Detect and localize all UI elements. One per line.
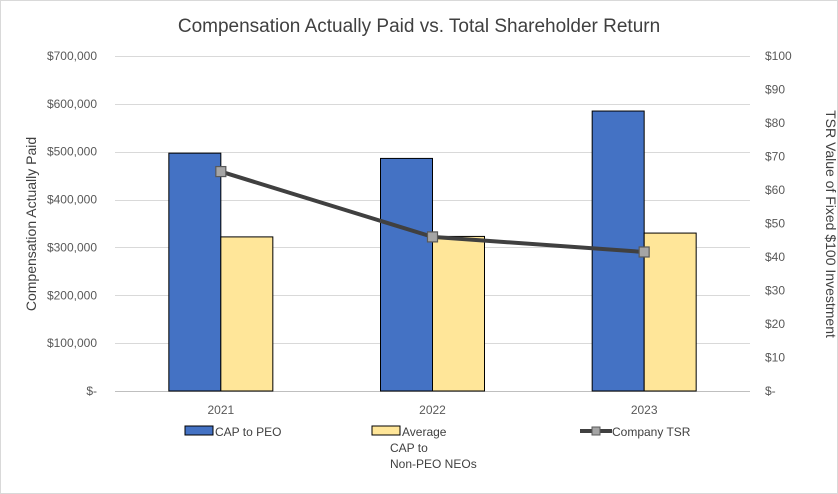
bars (168, 110, 697, 392)
tsr-marker (638, 246, 650, 258)
left-axis-tick-label: $- (86, 384, 97, 398)
left-axis-tick-label: $700,000 (47, 49, 97, 63)
right-axis-tick-label: $80 (765, 116, 785, 130)
left-axis-tick-label: $200,000 (47, 288, 97, 302)
tsr-line (215, 165, 650, 258)
right-axis-tick-label: $10 (765, 351, 785, 365)
left-axis-tick-label: $100,000 (47, 336, 97, 350)
right-axis-label: TSR Value of Fixed $100 Investment (823, 110, 838, 338)
right-axis-tick-label: $100 (765, 49, 792, 63)
legend-swatch (184, 425, 214, 436)
x-axis-tick-label: 2023 (631, 403, 658, 417)
bar-average-cap-to-non-peo-neos (643, 232, 697, 392)
tsr-marker (215, 165, 227, 178)
right-axis-tick-label: $20 (765, 317, 785, 331)
x-axis-ticks: 2021 2022 2023 (207, 403, 657, 417)
chart-title: Compensation Actually Paid vs. Total Sha… (178, 16, 660, 37)
right-axis-tick-label: $70 (765, 150, 785, 164)
x-axis-tick-label: 2021 (207, 403, 234, 417)
bar-cap-to-peo (168, 152, 222, 392)
x-axis-tick-label: 2022 (419, 403, 446, 417)
left-axis-label: Compensation Actually Paid (23, 137, 39, 311)
right-axis-tick-label: $60 (765, 183, 785, 197)
right-axis-tick-label: $90 (765, 83, 785, 97)
right-axis-tick-label: $50 (765, 217, 785, 231)
bar-average-cap-to-non-peo-neos (432, 235, 485, 392)
right-axis-tick-label: $40 (765, 250, 785, 264)
left-axis-tick-label: $600,000 (47, 97, 97, 111)
left-axis-tick-label: $400,000 (47, 193, 97, 207)
legend-label: CAP to (390, 441, 428, 455)
legend-label: Non-PEO NEOs (390, 457, 477, 471)
bar-average-cap-to-non-peo-neos (220, 236, 274, 392)
legend-swatch (371, 425, 401, 436)
legend-label: Average (402, 425, 447, 439)
left-axis-ticks: $- $100,000 $200,000 $300,000 $400,000 $500,0… (47, 49, 97, 398)
legend-label: Company TSR (612, 425, 691, 439)
left-axis-tick-label: $500,000 (47, 145, 97, 159)
right-axis-tick-label: $- (765, 384, 776, 398)
legend-label: CAP to PEO (215, 425, 281, 439)
bar-cap-to-peo (380, 157, 433, 392)
left-axis-tick-label: $300,000 (47, 240, 97, 254)
right-axis-tick-label: $30 (765, 284, 785, 298)
tsr-marker (426, 231, 439, 243)
legend: CAP to PEO Average CAP to Non-PEO NEOs Compa… (184, 425, 691, 471)
legend-marker (591, 426, 601, 436)
right-axis-ticks: $- $10 $20 $30 $40 $50 $60 $70 $80 $90 $100 (765, 49, 792, 398)
